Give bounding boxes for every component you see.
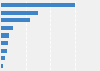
Bar [1,49,7,53]
Bar [1,11,38,15]
Bar [1,26,13,30]
Bar [1,3,74,7]
Bar [1,56,5,60]
Bar [1,18,30,22]
Bar [1,64,3,68]
Bar [1,33,9,38]
Bar [1,41,8,45]
